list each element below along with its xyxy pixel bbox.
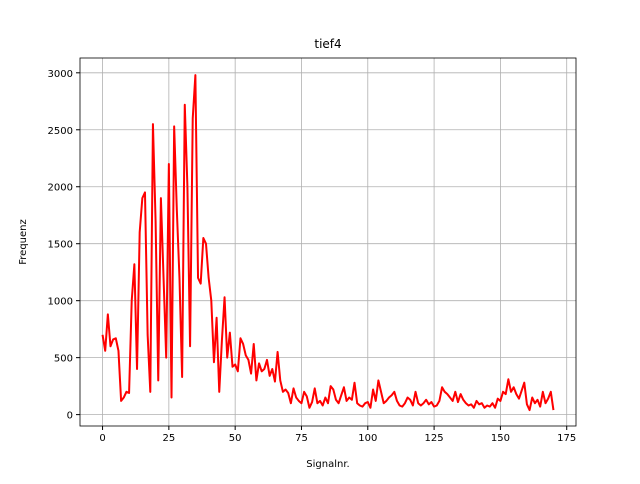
x-tick-label: 0 bbox=[99, 433, 105, 444]
x-tick-label: 75 bbox=[295, 433, 308, 444]
line-series bbox=[101, 74, 555, 412]
x-tick-label: 175 bbox=[557, 433, 576, 444]
x-tick-label: 25 bbox=[162, 433, 175, 444]
y-tick-label: 0 bbox=[67, 411, 73, 422]
x-tick-label: 50 bbox=[229, 433, 242, 444]
y-tick-label: 1500 bbox=[48, 240, 73, 251]
y-tick-label: 500 bbox=[54, 354, 73, 365]
y-tick-label: 2500 bbox=[48, 126, 73, 137]
y-tick-label: 3000 bbox=[48, 69, 73, 80]
x-axis-label: Signalnr. bbox=[306, 459, 349, 470]
x-tick-label: 150 bbox=[491, 433, 510, 444]
x-tick-label: 125 bbox=[425, 433, 444, 444]
chart-title: tief4 bbox=[314, 37, 341, 51]
plot-frame bbox=[79, 57, 577, 427]
y-tick-label: 2000 bbox=[48, 183, 73, 194]
y-axis-label: Frequenz bbox=[18, 219, 29, 265]
x-tick-label: 100 bbox=[358, 433, 377, 444]
y-tick-label: 1000 bbox=[48, 297, 73, 308]
